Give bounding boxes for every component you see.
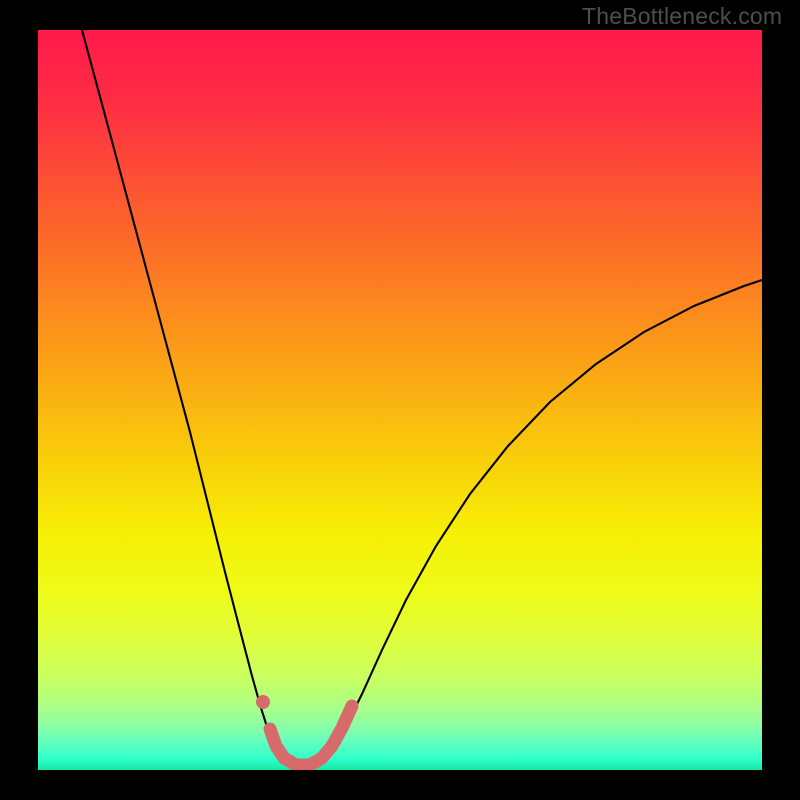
chart-svg bbox=[0, 0, 800, 800]
watermark-text: TheBottleneck.com bbox=[582, 3, 782, 30]
gradient-background bbox=[38, 30, 762, 770]
optimal-start-marker bbox=[256, 695, 270, 709]
